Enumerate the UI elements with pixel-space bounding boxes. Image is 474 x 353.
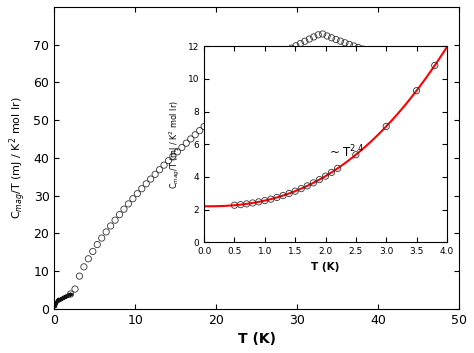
Point [274, 53, 282, 59]
Point [390, 56, 398, 62]
Point [217, 109, 224, 115]
Point [111, 217, 119, 223]
Point [399, 59, 407, 65]
Point [209, 115, 217, 121]
Point [151, 172, 159, 177]
Point [435, 71, 442, 76]
Point [116, 212, 123, 217]
Point [310, 34, 318, 40]
Point [279, 50, 286, 56]
Point [173, 149, 181, 155]
Point [372, 51, 380, 56]
Point [230, 93, 237, 99]
Point [147, 176, 155, 182]
Point [301, 38, 309, 44]
Point [346, 42, 353, 47]
Point [265, 59, 273, 64]
Point [156, 167, 164, 173]
X-axis label: T (K): T (K) [237, 332, 276, 346]
Y-axis label: C$_{mag}$/T (mJ / K$^2$ mol Ir): C$_{mag}$/T (mJ / K$^2$ mol Ir) [7, 96, 28, 219]
Point [319, 31, 327, 37]
Point [98, 235, 106, 241]
Point [412, 64, 420, 69]
Point [191, 132, 199, 138]
Point [332, 37, 340, 42]
Point [142, 181, 150, 187]
Point [386, 55, 393, 61]
Point [261, 61, 269, 67]
Point [408, 62, 416, 68]
Point [214, 112, 221, 117]
Point [93, 242, 101, 247]
Point [164, 158, 172, 163]
Point [256, 65, 264, 70]
Point [129, 196, 137, 202]
Point [76, 273, 83, 279]
Point [270, 56, 277, 61]
Point [439, 72, 447, 78]
Point [80, 264, 88, 270]
Point [297, 41, 304, 46]
Point [120, 207, 128, 212]
Point [283, 48, 291, 53]
Point [178, 145, 186, 150]
Point [67, 291, 74, 297]
Point [196, 128, 203, 133]
Point [292, 43, 300, 49]
Point [169, 153, 177, 159]
Point [417, 65, 424, 71]
Point [125, 201, 132, 207]
Point [102, 229, 110, 235]
Point [252, 68, 260, 73]
Point [350, 43, 357, 49]
Point [377, 52, 384, 58]
Point [239, 80, 246, 86]
Point [187, 136, 194, 142]
Point [71, 286, 79, 292]
Point [288, 45, 295, 51]
Point [138, 186, 146, 192]
Point [323, 33, 331, 39]
Point [234, 85, 242, 91]
Point [421, 66, 429, 72]
Point [182, 140, 190, 146]
Point [205, 120, 212, 125]
Point [364, 48, 371, 53]
Point [201, 124, 208, 129]
Point [226, 101, 233, 107]
Point [89, 249, 97, 254]
Point [306, 36, 313, 42]
Point [84, 256, 92, 262]
Point [243, 76, 251, 81]
Point [368, 49, 375, 55]
Point [314, 32, 322, 38]
Point [134, 191, 141, 197]
Point [426, 68, 433, 73]
Point [247, 72, 255, 77]
Point [221, 105, 228, 111]
Point [355, 45, 362, 50]
Point [328, 35, 336, 41]
Point [160, 162, 168, 168]
Point [359, 46, 366, 52]
Point [403, 61, 411, 66]
Point [107, 223, 114, 229]
Point [337, 38, 344, 44]
Point [381, 54, 389, 59]
Point [394, 58, 402, 64]
Point [341, 40, 349, 46]
Point [430, 69, 438, 75]
